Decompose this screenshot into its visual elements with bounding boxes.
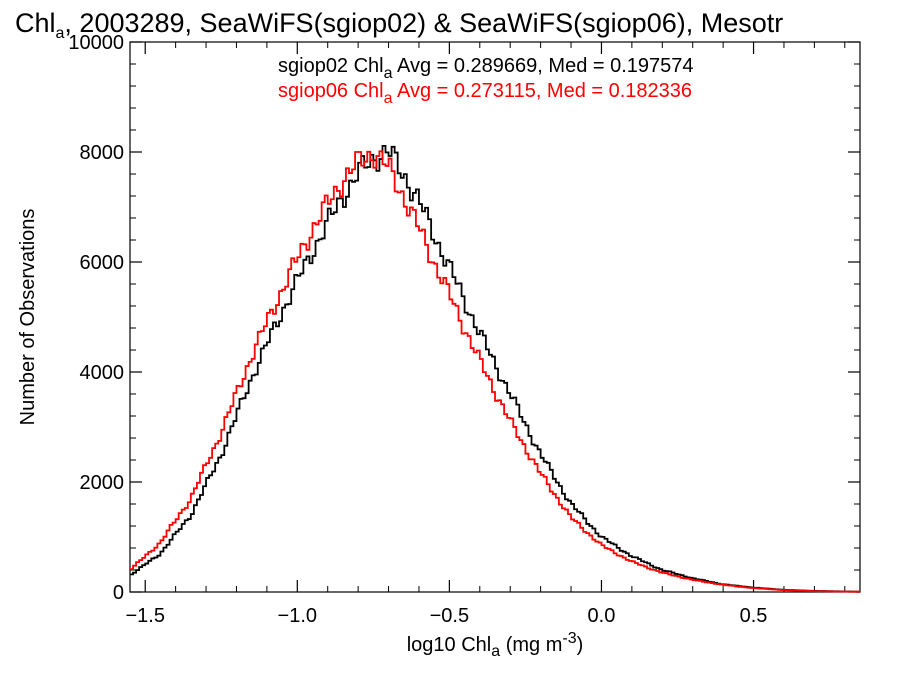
legend-1-text: sgiop06 Chl (278, 80, 384, 102)
legend-1-rest: Avg = 0.273115, Med = 0.182336 (393, 80, 693, 102)
x-label-main: log10 Chl (407, 634, 492, 656)
y-tick-label: 6000 (80, 252, 125, 274)
series-line-1 (130, 150, 860, 593)
legend-0-subscript: a (384, 65, 393, 82)
x-label-superscript: -3 (562, 630, 576, 647)
x-axis-label: log10 Chla (mg m-3) (407, 630, 584, 660)
x-label-end: ) (577, 634, 584, 656)
x-tick-label: −1.5 (125, 605, 164, 627)
x-axis-ticks: −1.5 −1.0 −0.5 0.0 0.5 (125, 42, 846, 627)
x-tick-label: 0.5 (740, 605, 768, 627)
y-axis-ticks: 0 2000 4000 6000 8000 10000 (68, 32, 860, 604)
legend-1-subscript: a (384, 90, 393, 107)
x-label-subscript: a (491, 643, 500, 660)
y-tick-label: 2000 (80, 472, 125, 494)
x-label-units: (mg m (500, 634, 562, 656)
title-subscript: a (56, 25, 65, 42)
series-line-0 (130, 145, 860, 593)
title-main: Chl (15, 8, 56, 38)
legend-0-rest: Avg = 0.289669, Med = 0.197574 (393, 55, 694, 77)
x-tick-label: 0.0 (588, 605, 616, 627)
chart-title: Chla, 2003289, SeaWiFS(sgiop02) & SeaWiF… (15, 8, 783, 42)
y-tick-label: 8000 (80, 142, 125, 164)
y-tick-label: 0 (113, 582, 124, 604)
legend-0-text: sgiop02 Chl (278, 55, 384, 77)
y-tick-label: 10000 (68, 32, 124, 54)
y-tick-label: 4000 (80, 362, 125, 384)
legend-entry-0: sgiop02 Chla Avg = 0.289669, Med = 0.197… (278, 55, 694, 82)
legend-entry-1: sgiop06 Chla Avg = 0.273115, Med = 0.182… (278, 80, 692, 107)
x-tick-label: −0.5 (430, 605, 469, 627)
plot-frame (129, 41, 861, 593)
title-rest: , 2003289, SeaWiFS(sgiop02) & SeaWiFS(sg… (64, 8, 783, 38)
series-layer (130, 145, 860, 593)
x-tick-label: −1.0 (278, 605, 317, 627)
y-axis-label: Number of Observations (17, 209, 39, 426)
